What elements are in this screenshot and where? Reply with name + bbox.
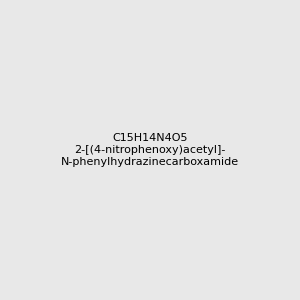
Text: C15H14N4O5
2-[(4-nitrophenoxy)acetyl]-
N-phenylhydrazinecarboxamide: C15H14N4O5 2-[(4-nitrophenoxy)acetyl]- N… [61,134,239,166]
